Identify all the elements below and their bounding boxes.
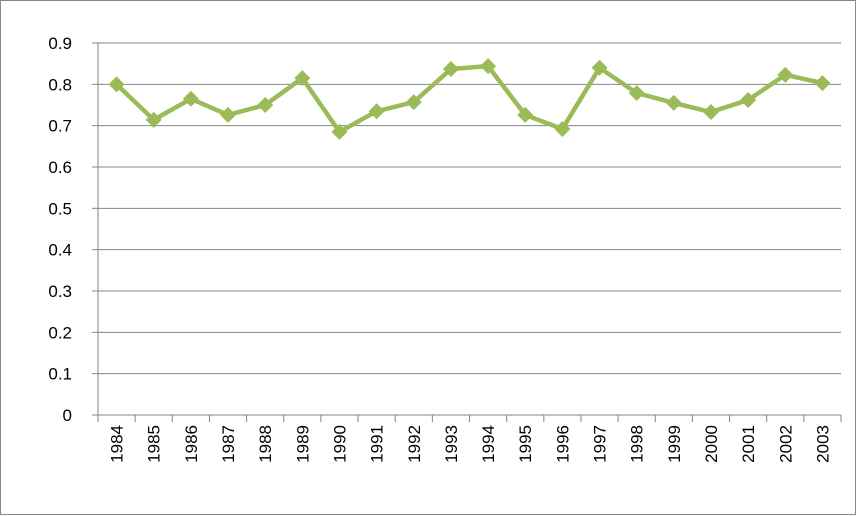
y-tick-label: 0.8: [48, 75, 72, 94]
series-marker: [182, 90, 199, 107]
x-tick-label: 1994: [479, 425, 498, 463]
series-marker: [108, 76, 125, 93]
x-tick-label: 1999: [665, 425, 684, 463]
series-marker: [145, 111, 162, 128]
x-tick-label: 1993: [442, 425, 461, 463]
series-marker: [294, 70, 311, 87]
x-tick-label: 2001: [739, 425, 758, 463]
y-tick-label: 0.3: [48, 282, 72, 301]
series-marker: [257, 97, 274, 113]
y-tick-label: 0.9: [48, 34, 72, 53]
x-tick-label: 1996: [553, 425, 572, 463]
y-tick-label: 0.1: [48, 365, 72, 384]
y-tick-label: 0.4: [48, 241, 72, 260]
series-marker: [814, 75, 831, 92]
y-tick-label: 0.6: [48, 158, 72, 177]
x-tick-label: 2002: [776, 425, 795, 463]
x-tick-label: 1985: [145, 425, 164, 463]
x-tick-label: 1992: [405, 425, 424, 463]
y-tick-label: 0.2: [48, 323, 72, 342]
series-marker: [405, 94, 422, 111]
series-marker: [554, 120, 571, 137]
series-marker: [220, 106, 237, 123]
x-tick-label: 1991: [368, 425, 387, 463]
series-marker: [777, 66, 794, 83]
x-tick-label: 1995: [516, 425, 535, 463]
series-marker: [591, 59, 608, 76]
series-marker: [517, 106, 534, 123]
series-marker: [628, 85, 645, 102]
x-tick-label: 1989: [293, 425, 312, 463]
series-marker: [331, 123, 348, 140]
series-marker: [442, 61, 459, 78]
x-tick-label: 1986: [182, 425, 201, 463]
series-marker: [480, 58, 497, 75]
series-marker: [740, 92, 757, 109]
series-marker: [702, 104, 719, 121]
series-marker: [665, 94, 682, 111]
x-tick-label: 1984: [108, 425, 127, 463]
x-tick-label: 2003: [813, 425, 832, 463]
x-tick-label: 1988: [256, 425, 275, 463]
x-tick-label: 1997: [591, 425, 610, 463]
x-tick-label: 1987: [219, 425, 238, 463]
y-tick-label: 0.7: [48, 117, 72, 136]
series-marker: [368, 103, 385, 120]
y-tick-label: 0: [63, 406, 72, 425]
x-tick-label: 1990: [330, 425, 349, 463]
y-tick-label: 0.5: [48, 199, 72, 218]
x-tick-label: 2000: [702, 425, 721, 463]
x-tick-label: 1998: [628, 425, 647, 463]
